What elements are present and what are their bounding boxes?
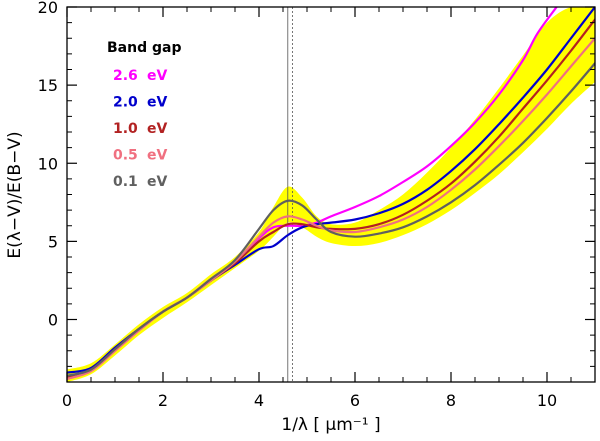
legend-value-2-6: 2.6 xyxy=(113,68,138,84)
y-tick-label: 15 xyxy=(38,76,58,95)
legend-unit-2-6: eV xyxy=(147,68,167,84)
y-tick-label: 5 xyxy=(48,232,58,251)
x-tick-label: 8 xyxy=(446,391,456,410)
y-tick-label: 20 xyxy=(38,0,58,17)
legend-value-0-1: 0.1 xyxy=(113,174,138,190)
tick-labels: 0 2 4 6 8 10 0 5 10 15 20 xyxy=(38,0,558,410)
series-lines xyxy=(67,7,595,380)
legend-title: Band gap xyxy=(107,40,181,56)
x-axis-label: 1/λ [ μm⁻¹ ] xyxy=(281,415,380,435)
y-tick-label: 0 xyxy=(48,311,58,330)
legend-unit-1-0: eV xyxy=(147,121,167,137)
x-tick-label: 6 xyxy=(350,391,360,410)
legend-value-1-0: 1.0 xyxy=(113,121,138,137)
x-tick-label: 0 xyxy=(62,391,72,410)
legend: Band gap 2.6 eV 2.0 eV 1.0 eV 0.5 eV 0.1 eV xyxy=(107,40,181,190)
reference-lines xyxy=(287,7,294,382)
legend-value-2-0: 2.0 xyxy=(113,95,138,111)
legend-unit-0-5: eV xyxy=(147,148,167,164)
y-axis-label: E(λ−V)/E(B−V) xyxy=(5,131,25,258)
legend-unit-2-0: eV xyxy=(147,95,167,111)
x-tick-label: 4 xyxy=(254,391,264,410)
x-tick-label: 10 xyxy=(537,391,557,410)
series-line-0-1-ev xyxy=(67,62,595,377)
axis-ticks xyxy=(66,6,596,383)
y-tick-label: 10 xyxy=(38,154,58,173)
legend-value-0-5: 0.5 xyxy=(113,148,138,164)
legend-unit-0-1: eV xyxy=(147,174,167,190)
x-tick-label: 2 xyxy=(158,391,168,410)
